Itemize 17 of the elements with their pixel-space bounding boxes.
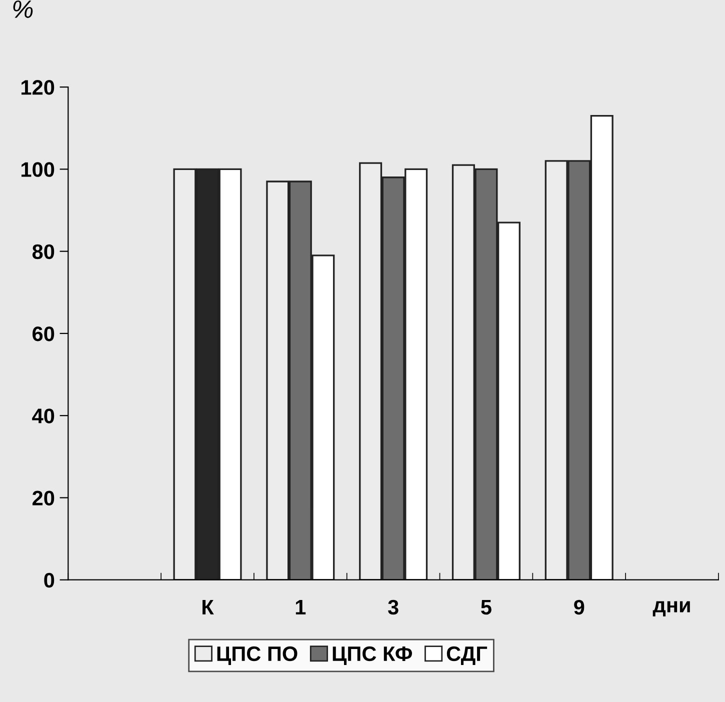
y-tick-label: 80	[32, 244, 54, 260]
x-tick-label: 3	[388, 600, 398, 615]
y-axis-title: %	[13, 0, 33, 18]
legend-label: СДГ	[446, 646, 488, 666]
y-tick-label: 120	[22, 80, 54, 95]
y-tick-label: 20	[32, 490, 54, 506]
x-tick-label: 9	[574, 600, 584, 615]
y-tick-label: 60	[32, 326, 54, 342]
x-tick-label: К	[202, 600, 214, 614]
y-tick-label: 100	[22, 162, 54, 177]
x-tick-label: 5	[481, 600, 492, 615]
y-tick-label: 40	[32, 408, 54, 424]
legend-label: ЦПС КФ	[332, 646, 412, 666]
y-tick-label: 0	[44, 572, 54, 588]
x-tick-label: 1	[296, 600, 306, 614]
legend-label: ЦПС ПО	[217, 646, 298, 666]
x-axis-title: дни	[652, 601, 690, 616]
